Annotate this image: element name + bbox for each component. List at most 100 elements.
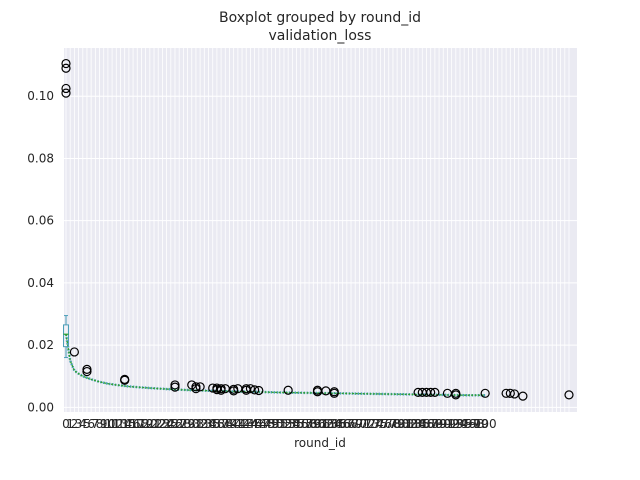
x-tick-label: 27 (172, 417, 187, 431)
x-tick-label: 47 (255, 417, 270, 431)
x-tick-label: 20 (142, 417, 157, 431)
outlier-point (216, 385, 226, 395)
outlier-point (329, 388, 339, 398)
x-tick-label: 92 (444, 417, 459, 431)
x-tick-label: 14 (117, 417, 132, 431)
x-tick-label: 42 (234, 417, 249, 431)
outlier-point (250, 385, 260, 395)
x-tick-label: 8 (96, 417, 104, 431)
outlier-point (82, 366, 92, 377)
outlier-point (505, 388, 515, 398)
x-tick-label: 53 (281, 417, 296, 431)
x-tick-label: 63 (322, 417, 337, 431)
x-tick-label: 19 (138, 417, 153, 431)
y-tick-label: 0.08 (27, 151, 54, 165)
x-tick-label: 48 (260, 417, 275, 431)
x-tick-label: 52 (276, 417, 291, 431)
x-tick-label: 95 (457, 417, 472, 431)
x-tick-label: 37 (213, 417, 228, 431)
x-tick-label: 83 (406, 417, 421, 431)
x-tick-label: 71 (356, 417, 371, 431)
x-tick-label: 73 (364, 417, 379, 431)
x-tick-label: 4 (79, 417, 87, 431)
y-tick-label: 0.04 (27, 276, 54, 290)
x-tick-label: 35 (205, 417, 220, 431)
x-tick-label: 13 (113, 417, 128, 431)
x-tick-label: 69 (348, 417, 363, 431)
x-tick-label: 28 (176, 417, 191, 431)
x-tick-label: 89 (431, 417, 446, 431)
x-tick-label: 29 (180, 417, 195, 431)
x-tick-label: 77 (381, 417, 396, 431)
outlier-point (191, 384, 201, 394)
outlier-point (61, 58, 71, 69)
x-tick-label: 70 (352, 417, 367, 431)
x-tick-label: 36 (209, 417, 224, 431)
x-tick-label: 30 (184, 417, 199, 431)
outlier-point (451, 390, 461, 400)
x-tick-label: 88 (427, 417, 442, 431)
outlier-point (61, 83, 71, 94)
y-axis-ticks: 0.00 0.02 0.04 0.06 0.08 0.10 (27, 89, 54, 414)
x-tick-label: 74 (369, 417, 384, 431)
x-tick-label: 90 (436, 417, 451, 431)
x-tick-label: 62 (318, 417, 333, 431)
x-tick-label: 67 (339, 417, 354, 431)
x-tick-label: 24 (159, 417, 174, 431)
x-tick-label: 100 (474, 417, 497, 431)
y-tick-label: 0.06 (27, 214, 54, 228)
x-tick-label: 46 (251, 417, 266, 431)
x-tick-label: 32 (192, 417, 207, 431)
x-tick-label: 3 (75, 417, 83, 431)
chart-title: validation_loss (269, 28, 372, 44)
x-tick-label: 34 (201, 417, 216, 431)
x-tick-label: 6 (87, 417, 95, 431)
x-tick-label: 57 (297, 417, 312, 431)
x-tick-label: 1 (66, 417, 74, 431)
x-tick-label: 79 (390, 417, 405, 431)
x-tick-label: 41 (230, 417, 245, 431)
x-tick-label: 9 (100, 417, 108, 431)
x-tick-label: 40 (226, 417, 241, 431)
x-tick-label: 23 (155, 417, 170, 431)
outlier-point (170, 382, 180, 392)
x-tick-label: 58 (301, 417, 316, 431)
x-tick-label: 86 (419, 417, 434, 431)
x-tick-label: 26 (167, 417, 182, 431)
outlier-markers (61, 58, 574, 401)
x-tick-label: 11 (104, 417, 119, 431)
x-tick-label: 72 (360, 417, 375, 431)
outlier-point (283, 385, 293, 395)
vertical-gridlines (65, 48, 570, 412)
x-tick-label: 99 (473, 417, 488, 431)
x-axis-ticks: 0123456789101112131415161718192021222324… (62, 417, 496, 431)
x-tick-label: 85 (415, 417, 430, 431)
outlier-point (245, 384, 256, 394)
x-tick-label: 0 (62, 417, 70, 431)
x-tick-label: 84 (410, 417, 425, 431)
x-tick-label: 16 (125, 417, 140, 431)
x-tick-label: 55 (289, 417, 304, 431)
x-tick-label: 18 (134, 417, 149, 431)
outlier-point (480, 388, 490, 398)
x-tick-label: 76 (377, 417, 392, 431)
x-tick-label: 81 (398, 417, 413, 431)
x-tick-label: 60 (310, 417, 325, 431)
x-tick-label: 39 (222, 417, 237, 431)
x-tick-label: 56 (293, 417, 308, 431)
outlier-point (120, 375, 130, 385)
x-tick-label: 61 (314, 417, 329, 431)
outlier-point (564, 390, 574, 400)
chart-suptitle: Boxplot grouped by round_id (219, 10, 421, 26)
outlier-point (430, 387, 440, 397)
x-tick-label: 51 (272, 417, 287, 431)
x-tick-label: 66 (335, 417, 350, 431)
x-tick-label: 43 (239, 417, 254, 431)
x-tick-label: 44 (243, 417, 258, 431)
outlier-point (254, 385, 264, 396)
box-round-0 (63, 324, 69, 348)
outlier-point (518, 391, 528, 401)
plot-area (64, 48, 577, 412)
y-tick-label: 0.10 (27, 89, 54, 103)
